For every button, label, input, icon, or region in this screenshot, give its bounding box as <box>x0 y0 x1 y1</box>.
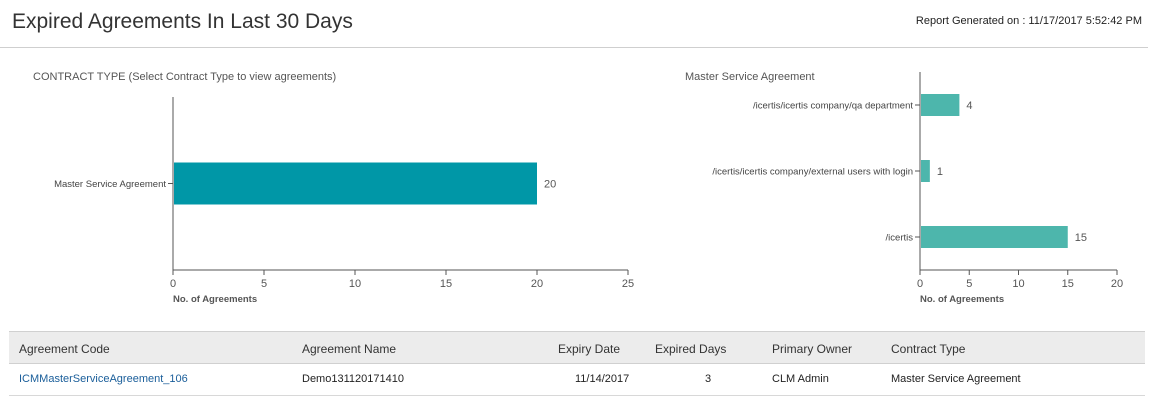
column-header-agreement-name[interactable]: Agreement Name <box>302 342 397 356</box>
contract-type-chart-title: CONTRACT TYPE (Select Contract Type to v… <box>33 71 337 83</box>
expired-days-cell: 3 <box>705 373 712 385</box>
agreement-name-cell: Demo131120171410 <box>302 373 404 385</box>
contract-type-category-label: Master Service Agreement <box>54 179 166 190</box>
column-header-expiry-date[interactable]: Expiry Date <box>558 342 621 356</box>
contract-type-x-tick-label: 10 <box>349 278 361 290</box>
contract-type-x-axis-label: No. of Agreements <box>173 294 257 305</box>
contract-type-x-tick-label: 0 <box>170 278 176 290</box>
contract-type-bar[interactable] <box>174 162 537 205</box>
contract-type-value-label: 20 <box>544 179 556 191</box>
column-header-contract-type[interactable]: Contract Type <box>891 342 966 356</box>
contract-type-x-tick-label: 25 <box>622 278 634 290</box>
msa-breakdown-category-label: /icertis <box>886 233 914 244</box>
table-row: ICMMasterServiceAgreement_106 Demo131120… <box>9 364 1145 396</box>
msa-breakdown-x-tick-label: 20 <box>1111 278 1123 290</box>
msa-breakdown-bar[interactable] <box>921 160 930 182</box>
agreement-code-link[interactable]: ICMMasterServiceAgreement_106 <box>19 373 188 385</box>
msa-breakdown-value-label: 4 <box>966 100 972 112</box>
msa-breakdown-bar[interactable] <box>921 94 960 116</box>
contract-type-cell: Master Service Agreement <box>891 373 1021 385</box>
msa-breakdown-x-tick-label: 5 <box>966 278 972 290</box>
contract-type-x-tick-label: 5 <box>261 278 267 290</box>
contract-type-bar-chart[interactable]: 0 5 10 15 20 25 No. of Agreements Master Servic… <box>0 0 700 320</box>
primary-owner-cell: CLM Admin <box>772 373 829 385</box>
msa-breakdown-value-label: 15 <box>1075 232 1087 244</box>
msa-breakdown-category-label: /icertis/icertis company/external users … <box>712 167 913 178</box>
msa-breakdown-bar[interactable] <box>921 226 1068 248</box>
report-generated-timestamp: Report Generated on : 11/17/2017 5:52:42… <box>915 15 1142 27</box>
page-title: Expired Agreements In Last 30 Days <box>12 10 353 33</box>
agreements-table: Agreement Code Agreement Name Expiry Dat… <box>9 331 1145 396</box>
msa-breakdown-x-axis-label: No. of Agreements <box>920 294 1004 305</box>
contract-type-x-tick-label: 20 <box>531 278 543 290</box>
msa-breakdown-value-label: 1 <box>937 166 943 178</box>
column-header-primary-owner[interactable]: Primary Owner <box>772 342 853 356</box>
page-header: Expired Agreements In Last 30 Days Repor… <box>0 0 1148 48</box>
msa-breakdown-x-tick-label: 0 <box>917 278 923 290</box>
msa-breakdown-x-tick-label: 10 <box>1012 278 1024 290</box>
column-header-agreement-code[interactable]: Agreement Code <box>19 342 110 356</box>
msa-breakdown-x-tick-label: 15 <box>1062 278 1074 290</box>
contract-type-x-tick-label: 15 <box>440 278 452 290</box>
expiry-date-cell: 11/14/2017 <box>575 373 630 385</box>
column-header-expired-days[interactable]: Expired Days <box>655 342 727 356</box>
msa-breakdown-chart-title: Master Service Agreement <box>685 71 815 83</box>
table-header: Agreement Code Agreement Name Expiry Dat… <box>9 331 1145 364</box>
msa-breakdown-category-label: /icertis/icertis company/qa department <box>753 101 913 112</box>
